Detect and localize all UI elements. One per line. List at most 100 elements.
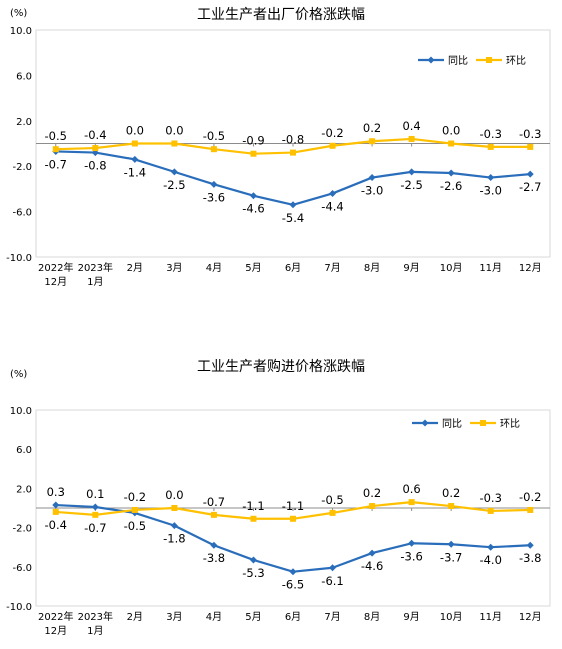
data-label: 0.0 — [126, 124, 144, 138]
data-point-mom — [210, 511, 217, 518]
x-tick-label: 2022年 — [38, 261, 73, 274]
data-point-mom — [408, 135, 415, 142]
y-tick-label: -2.0 — [12, 524, 32, 535]
y-tick-label: 10.0 — [10, 26, 32, 37]
data-point-yoy — [408, 168, 416, 176]
data-point-yoy — [249, 556, 257, 564]
data-point-yoy — [487, 543, 495, 551]
data-label: -2.5 — [400, 178, 422, 192]
data-point-mom — [52, 146, 59, 153]
legend-marker-mom — [486, 57, 492, 63]
data-label: -3.8 — [519, 551, 541, 565]
data-point-mom — [92, 511, 99, 518]
data-label: -2.7 — [519, 180, 541, 194]
data-point-yoy — [329, 564, 337, 572]
x-tick-label: 7月 — [324, 262, 340, 274]
chart-output-prices-svg: 工业生产者出厂价格涨跌幅 (%) 10.0 6.0 2.0 -2.0 -6.0 -10.0 20… — [6, 7, 551, 288]
data-label: 0.0 — [165, 488, 183, 502]
chart-title: 工业生产者出厂价格涨跌幅 — [197, 7, 365, 23]
x-tick-label: 2023年 — [78, 261, 113, 274]
legend-label-yoy: 同比 — [448, 55, 468, 67]
x-tick-label: 6月 — [285, 262, 301, 274]
data-label: -0.4 — [84, 128, 106, 142]
chart-title: 工业生产者购进价格涨跌幅 — [197, 359, 365, 375]
data-point-yoy — [526, 541, 534, 549]
data-point-mom — [369, 503, 376, 510]
data-label: -0.5 — [45, 129, 67, 143]
x-tick-label: 10月 — [440, 611, 463, 623]
x-tick-label: 12月 — [519, 611, 542, 623]
data-point-mom — [487, 507, 494, 514]
chart-purchase-prices: 工业生产者购进价格涨跌幅 (%) 10.0 6.0 2.0 -2.0 -6.0 -10.0 20… — [0, 355, 562, 645]
data-label: -1.1 — [282, 499, 304, 513]
data-label: -0.4 — [45, 518, 67, 532]
data-label: 0.2 — [363, 121, 381, 135]
data-point-mom — [408, 499, 415, 506]
x-tick-label: 12月 — [519, 262, 542, 274]
x-tick-label: 6月 — [285, 611, 301, 623]
data-point-yoy — [329, 189, 337, 197]
x-tick-label: 9月 — [403, 611, 419, 623]
x-tick-label: 1月 — [87, 276, 103, 288]
data-point-yoy — [289, 568, 297, 576]
data-label: 0.3 — [47, 485, 65, 499]
data-point-mom — [290, 149, 296, 156]
legend-label-mom: 环比 — [500, 418, 520, 430]
data-point-yoy — [368, 174, 376, 182]
data-label: -4.6 — [242, 202, 264, 216]
x-tick-label: 4月 — [206, 611, 222, 623]
legend-label-yoy: 同比 — [442, 418, 462, 430]
data-point-yoy — [91, 503, 99, 511]
data-point-yoy — [210, 541, 218, 549]
data-label: -5.4 — [282, 211, 304, 225]
y-axis-unit-label: (%) — [10, 8, 27, 19]
data-point-yoy — [210, 180, 218, 188]
data-label: -0.3 — [479, 127, 501, 141]
data-label: -0.8 — [84, 159, 106, 173]
y-axis-unit-label: (%) — [10, 369, 27, 380]
data-label: -0.3 — [479, 491, 501, 505]
data-point-mom — [329, 509, 336, 516]
legend-marker-yoy — [421, 419, 429, 427]
data-label: -1.8 — [163, 532, 185, 546]
data-point-mom — [448, 140, 455, 147]
x-tick-label: 12月 — [44, 276, 67, 288]
data-label: -3.0 — [361, 184, 383, 198]
data-label: 0.4 — [402, 119, 420, 133]
data-point-yoy — [447, 169, 455, 177]
data-label: -0.7 — [84, 521, 106, 535]
data-label: -6.5 — [282, 578, 304, 592]
chart-purchase-prices-svg: 工业生产者购进价格涨跌幅 (%) 10.0 6.0 2.0 -2.0 -6.0 -10.0 20… — [6, 359, 551, 637]
data-point-mom — [171, 140, 178, 147]
y-tick-label: -6.0 — [12, 208, 32, 219]
x-tick-label: 5月 — [245, 611, 261, 623]
x-tick-label: 2022年 — [38, 610, 73, 623]
data-label: -0.9 — [242, 134, 264, 148]
data-label: -3.6 — [400, 549, 422, 563]
x-tick-label: 8月 — [364, 611, 380, 623]
data-label: -0.5 — [203, 129, 225, 143]
data-label: 0.1 — [86, 487, 104, 501]
data-point-mom — [329, 142, 336, 149]
data-point-yoy — [487, 174, 495, 182]
data-label: -0.3 — [519, 127, 541, 141]
data-point-yoy — [526, 170, 534, 178]
y-tick-label: -10.0 — [6, 602, 32, 613]
data-point-mom — [290, 515, 296, 522]
legend-marker-mom — [480, 420, 486, 426]
data-point-yoy — [408, 539, 416, 547]
x-tick-label: 7月 — [324, 611, 340, 623]
data-point-yoy — [289, 201, 297, 209]
data-point-mom — [131, 140, 138, 147]
data-point-mom — [250, 515, 257, 522]
data-label: 0.6 — [402, 482, 420, 496]
data-point-mom — [92, 145, 99, 152]
data-label: 0.2 — [363, 486, 381, 500]
x-tick-label: 2月 — [127, 262, 143, 274]
data-label: -0.7 — [203, 495, 225, 509]
data-label: -4.6 — [361, 559, 383, 573]
data-label: -1.1 — [242, 499, 264, 513]
data-point-mom — [487, 143, 494, 150]
data-label: -3.7 — [440, 550, 462, 564]
data-label: -4.0 — [479, 553, 501, 567]
